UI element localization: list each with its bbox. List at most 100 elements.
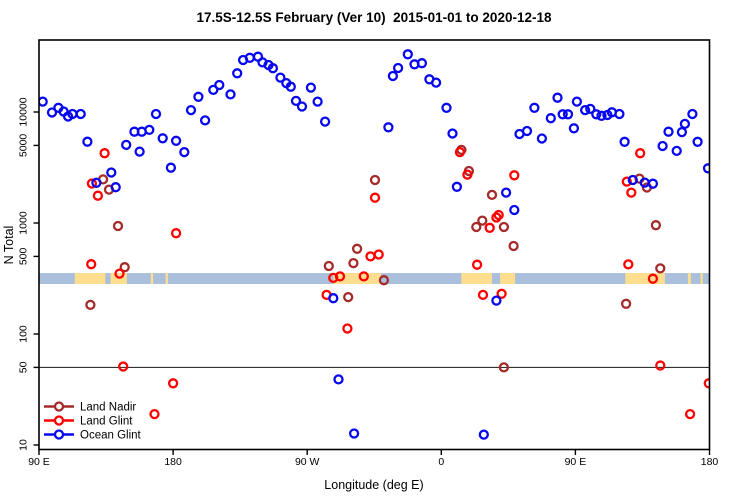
data-point <box>118 361 129 372</box>
x-tick-label: 90 E <box>28 456 50 468</box>
data-point <box>165 162 177 173</box>
legend-item-land-nadir: Land Nadir <box>44 401 136 414</box>
data-points-layer <box>39 49 710 440</box>
y-tick-label: 10 <box>18 439 30 451</box>
data-point <box>627 174 638 186</box>
data-point <box>170 135 182 146</box>
data-point <box>179 146 190 158</box>
data-point <box>402 49 413 60</box>
data-point <box>119 262 130 273</box>
data-point <box>232 68 243 79</box>
y-axis-title: N Total <box>2 226 16 265</box>
data-point <box>493 209 504 221</box>
x-tick-label: 180 <box>164 456 182 468</box>
data-point <box>568 123 580 134</box>
data-point <box>75 108 86 120</box>
map-band-land-patch <box>150 273 153 285</box>
data-point <box>285 81 296 92</box>
data-point <box>571 96 583 107</box>
data-point <box>702 163 710 174</box>
data-point <box>498 221 510 233</box>
data-point <box>333 374 344 385</box>
data-point <box>82 136 93 147</box>
data-point <box>185 104 197 116</box>
data-point <box>635 148 646 159</box>
data-point <box>585 103 596 115</box>
data-point <box>521 125 533 137</box>
x-tick-label: 0 <box>438 456 444 468</box>
data-point <box>626 187 637 198</box>
plot-content: 90 E 180 90 W 0 90 E 180 10 50 100 500 1000 5000 100… <box>18 39 718 468</box>
legend-item-land-glint: Land Glint <box>44 415 133 428</box>
data-point <box>621 176 632 187</box>
data-point <box>552 92 563 103</box>
data-point <box>591 109 602 120</box>
data-point <box>121 139 132 151</box>
data-point <box>387 70 399 82</box>
data-point <box>149 408 160 420</box>
series-ocean-glint <box>39 49 710 440</box>
legend-label: Land Nadir <box>80 402 136 414</box>
data-point <box>676 126 688 138</box>
data-point <box>39 96 48 107</box>
data-point <box>369 174 381 186</box>
data-point <box>323 260 334 272</box>
data-point <box>684 408 696 420</box>
map-band-land-patch <box>700 273 703 285</box>
data-point <box>536 133 548 144</box>
data-point <box>579 104 591 116</box>
data-point <box>208 84 219 96</box>
data-point <box>491 295 502 306</box>
map-band-land-patch <box>500 273 516 285</box>
data-point <box>351 243 363 254</box>
data-point <box>86 259 97 270</box>
y-tick-label: 1000 <box>18 211 30 235</box>
data-point <box>692 136 703 147</box>
y-tick-label: 500 <box>18 248 30 266</box>
data-point <box>358 271 369 282</box>
chart-title: 17.5S-12.5S February (Ver 10) 2015-01-01… <box>197 10 552 25</box>
data-point <box>392 62 404 74</box>
data-point <box>454 146 466 158</box>
data-point <box>679 118 691 130</box>
data-point <box>305 82 317 93</box>
data-point <box>471 221 482 233</box>
y-tick-label: 5000 <box>18 134 30 158</box>
data-point <box>112 220 124 232</box>
y-tick-label: 10000 <box>18 97 30 126</box>
data-point <box>416 58 428 69</box>
data-point <box>647 273 659 284</box>
data-point <box>486 189 498 201</box>
data-point <box>471 259 483 270</box>
data-point <box>620 298 632 309</box>
data-point <box>92 190 104 201</box>
data-point <box>614 108 625 120</box>
data-point <box>91 177 102 188</box>
data-point <box>500 187 512 198</box>
data-point <box>312 96 323 107</box>
data-point <box>562 109 574 120</box>
data-point <box>671 145 682 157</box>
data-point <box>334 271 346 282</box>
data-point <box>290 95 302 107</box>
data-point <box>655 263 666 274</box>
data-point <box>496 288 507 299</box>
legend-label: Land Glint <box>80 416 133 428</box>
legend: Land Nadir Land Glint Ocean Glint <box>44 401 142 442</box>
data-point <box>167 378 179 389</box>
map-band-land-patch <box>74 273 106 285</box>
data-point <box>99 148 110 159</box>
series-land-glint <box>86 146 710 420</box>
data-point <box>509 204 520 216</box>
data-point <box>447 128 458 139</box>
data-point <box>647 178 659 189</box>
data-point <box>508 240 519 252</box>
data-point <box>296 101 308 112</box>
map-band-land-patch <box>687 273 691 285</box>
data-point <box>193 91 204 102</box>
data-point <box>342 323 353 334</box>
data-point <box>596 110 607 121</box>
x-axis-title: Longitude (deg E) <box>324 478 423 492</box>
data-point <box>46 107 58 118</box>
data-point <box>441 102 452 113</box>
